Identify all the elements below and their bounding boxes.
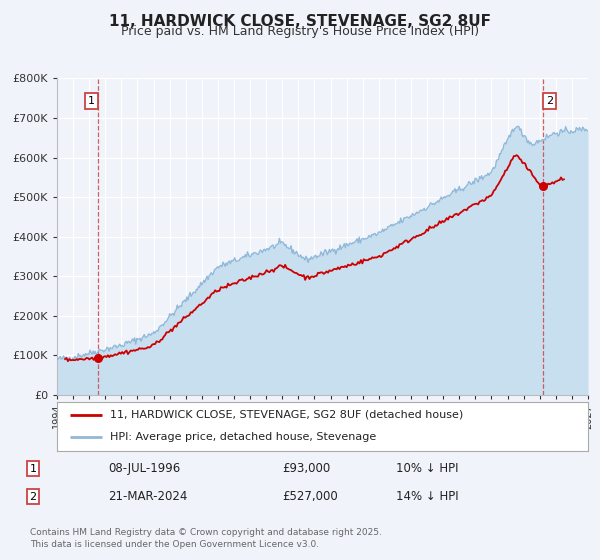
Text: £527,000: £527,000 bbox=[282, 490, 338, 503]
Text: 21-MAR-2024: 21-MAR-2024 bbox=[108, 490, 187, 503]
Text: 1: 1 bbox=[29, 464, 37, 474]
Text: HPI: Average price, detached house, Stevenage: HPI: Average price, detached house, Stev… bbox=[110, 432, 376, 442]
Text: Contains HM Land Registry data © Crown copyright and database right 2025.
This d: Contains HM Land Registry data © Crown c… bbox=[30, 528, 382, 549]
Text: 08-JUL-1996: 08-JUL-1996 bbox=[108, 462, 180, 475]
Text: 14% ↓ HPI: 14% ↓ HPI bbox=[396, 490, 458, 503]
Text: 11, HARDWICK CLOSE, STEVENAGE, SG2 8UF: 11, HARDWICK CLOSE, STEVENAGE, SG2 8UF bbox=[109, 14, 491, 29]
Text: £93,000: £93,000 bbox=[282, 462, 330, 475]
Text: Price paid vs. HM Land Registry's House Price Index (HPI): Price paid vs. HM Land Registry's House … bbox=[121, 25, 479, 38]
Text: 2: 2 bbox=[29, 492, 37, 502]
Text: 1: 1 bbox=[88, 96, 95, 106]
Text: 2: 2 bbox=[545, 96, 553, 106]
Text: 10% ↓ HPI: 10% ↓ HPI bbox=[396, 462, 458, 475]
Text: 11, HARDWICK CLOSE, STEVENAGE, SG2 8UF (detached house): 11, HARDWICK CLOSE, STEVENAGE, SG2 8UF (… bbox=[110, 410, 463, 420]
